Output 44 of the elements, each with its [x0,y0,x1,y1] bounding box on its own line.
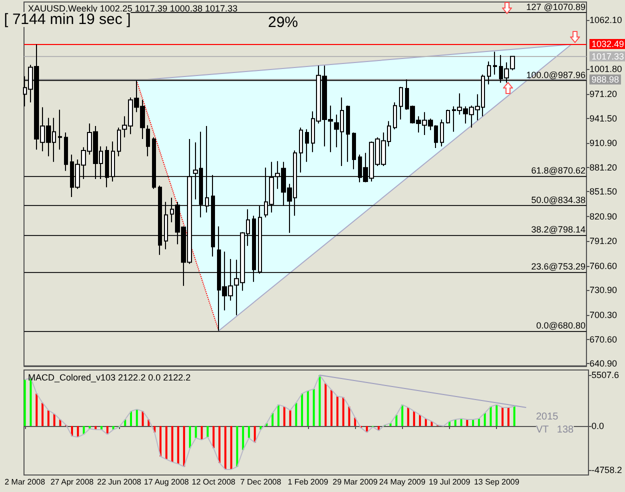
annotation: [ 7144 min 19 sec ] [4,11,131,28]
y-tick-label: 971.20 [589,89,617,100]
ref-line-label: 988.98 [591,74,619,85]
x-tick-label: 19 Jul 2009 [428,478,471,486]
x-tick-label: 1 Feb 2009 [288,478,329,486]
x-tick-label: 24 May 2009 [379,478,426,486]
y-tick-label: 760.60 [589,260,617,271]
y-tick-label: 1001.80 [589,64,622,74]
x-tick-label: 17 Aug 2008 [144,478,190,486]
ref-line-label: 100.0@987.96 [526,70,586,80]
y-tick-label: 820.90 [589,212,617,222]
ref-line-label: 1017.33 [591,51,624,62]
ref-line-label: 61.8@870.62 [531,166,586,176]
annotation: 2015 [536,412,559,422]
chart-title: XAUUSD,Weekly 1002.25 1017.39 1000.38 1017.33 [28,4,238,14]
chart-title: MACD_Colored_v103 2122.2 0.0 2122.2 [28,372,191,382]
y-tick-label: 0.0 [591,420,604,431]
x-tick-label: 22 Jun 2008 [97,478,142,486]
ref-line-label: 1032.49 [591,39,624,50]
y-tick-label: 1062.10 [589,14,622,25]
y-tick-label: 851.50 [589,186,617,197]
annotation: 29% [268,14,298,31]
x-tick-label: 2 Mar 2008 [4,478,46,486]
x-tick-label: 12 Oct 2008 [192,478,236,486]
y-tick-label: 700.30 [589,310,617,320]
ref-line-label: 127 @1070.89 [526,2,586,12]
x-tick-label: 29 Mar 2009 [332,478,378,486]
ref-line-label: 0.0@680.80 [536,320,586,330]
y-tick-label: -4758.2 [591,464,622,475]
y-tick-label: 640.90 [589,358,617,368]
y-tick-label: 730.90 [589,285,617,296]
ref-line-label: 23.6@753.29 [531,261,586,272]
ref-line-label: 38.2@798.14 [531,224,586,235]
y-tick-label: 5507.6 [591,370,620,380]
y-tick-label: 910.90 [589,138,617,148]
y-tick-label: 881.20 [589,162,617,172]
x-tick-label: 13 Sep 2009 [474,478,520,486]
ref-line-label: 50.0@834.38 [531,195,586,206]
y-tick-label: 791.20 [589,236,617,246]
y-tick-label: 670.60 [589,334,617,344]
y-tick-label: 941.50 [589,113,617,124]
annotation: VT 138 [536,424,574,436]
x-tick-label: 27 Apr 2008 [50,478,94,486]
x-tick-label: 7 Dec 2008 [240,478,282,486]
